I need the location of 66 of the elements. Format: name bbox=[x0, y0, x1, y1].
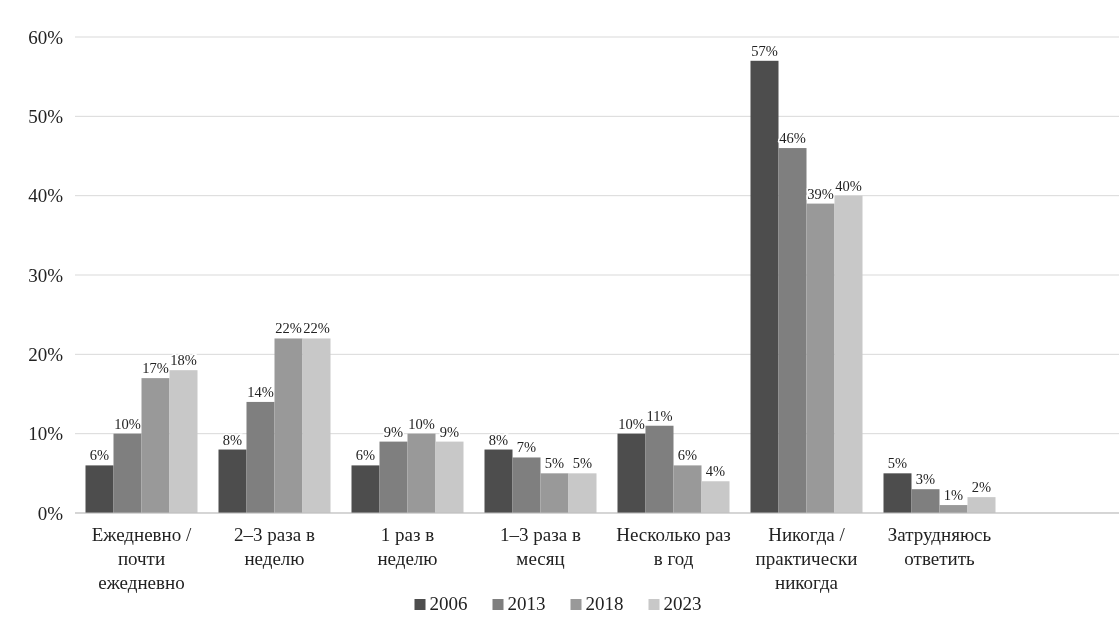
y-tick-label: 10% bbox=[28, 423, 64, 445]
data-label: 22% bbox=[275, 320, 302, 337]
data-label: 57% bbox=[751, 42, 778, 59]
bar bbox=[540, 473, 569, 513]
data-label: 7% bbox=[516, 439, 537, 456]
bar bbox=[274, 338, 303, 513]
legend-label: 2006 bbox=[429, 593, 468, 614]
data-label: 9% bbox=[439, 423, 460, 440]
x-tick-label: 1–3 раза в месяц bbox=[500, 524, 581, 569]
x-tick-label: 1 раз в неделю bbox=[377, 524, 438, 569]
x-tick-label: 2–3 раза в неделю bbox=[234, 524, 315, 569]
data-label: 2% bbox=[971, 479, 992, 496]
bar bbox=[351, 465, 380, 513]
y-tick-label: 50% bbox=[28, 105, 64, 127]
bar bbox=[645, 425, 674, 513]
bar bbox=[246, 401, 275, 513]
data-label: 4% bbox=[705, 463, 726, 480]
bar bbox=[778, 148, 807, 513]
legend-label: 2018 bbox=[585, 593, 624, 614]
bar bbox=[141, 378, 170, 513]
data-label: 10% bbox=[114, 415, 141, 432]
bar bbox=[806, 203, 835, 513]
data-label: 6% bbox=[89, 447, 110, 464]
data-label: 10% bbox=[618, 415, 645, 432]
data-label: 9% bbox=[383, 423, 404, 440]
bar bbox=[85, 465, 114, 513]
data-label: 22% bbox=[303, 320, 330, 337]
data-label: 11% bbox=[646, 407, 673, 424]
x-tick-label: Никогда / практически никогда bbox=[755, 524, 858, 593]
bar bbox=[673, 465, 702, 513]
y-tick-label: 20% bbox=[28, 343, 64, 365]
data-label: 5% bbox=[887, 455, 908, 472]
x-tick-label: Затрудняюсь ответить bbox=[887, 524, 992, 569]
bar bbox=[512, 457, 541, 513]
bar bbox=[484, 449, 513, 513]
data-label: 39% bbox=[807, 185, 834, 202]
data-label: 3% bbox=[915, 471, 936, 488]
data-label: 6% bbox=[355, 447, 376, 464]
data-label: 17% bbox=[142, 360, 169, 377]
bar bbox=[113, 433, 142, 513]
bar bbox=[911, 489, 940, 513]
bar bbox=[883, 473, 912, 513]
data-label: 46% bbox=[779, 130, 806, 147]
bar bbox=[750, 60, 779, 513]
y-tick-label: 60% bbox=[28, 26, 64, 48]
bar bbox=[379, 441, 408, 513]
x-tick-label: Ежедневно / почти ежедневно bbox=[91, 524, 193, 593]
x-tick-label: Несколько раз в год bbox=[616, 524, 731, 569]
data-label: 40% bbox=[835, 177, 862, 194]
y-tick-label: 40% bbox=[28, 185, 64, 207]
data-label: 5% bbox=[572, 455, 593, 472]
bar bbox=[218, 449, 247, 513]
data-label: 6% bbox=[677, 447, 698, 464]
bar bbox=[617, 433, 646, 513]
data-label: 14% bbox=[247, 383, 274, 400]
data-label: 8% bbox=[222, 431, 243, 448]
data-label: 5% bbox=[544, 455, 565, 472]
y-tick-label: 0% bbox=[37, 502, 64, 524]
y-tick-label: 30% bbox=[28, 264, 64, 286]
data-label: 1% bbox=[943, 487, 964, 504]
data-label: 10% bbox=[408, 415, 435, 432]
data-label: 18% bbox=[170, 352, 197, 369]
bar bbox=[407, 433, 436, 513]
legend-label: 2023 bbox=[663, 593, 702, 614]
data-label: 8% bbox=[488, 431, 509, 448]
legend-label: 2013 bbox=[507, 593, 546, 614]
